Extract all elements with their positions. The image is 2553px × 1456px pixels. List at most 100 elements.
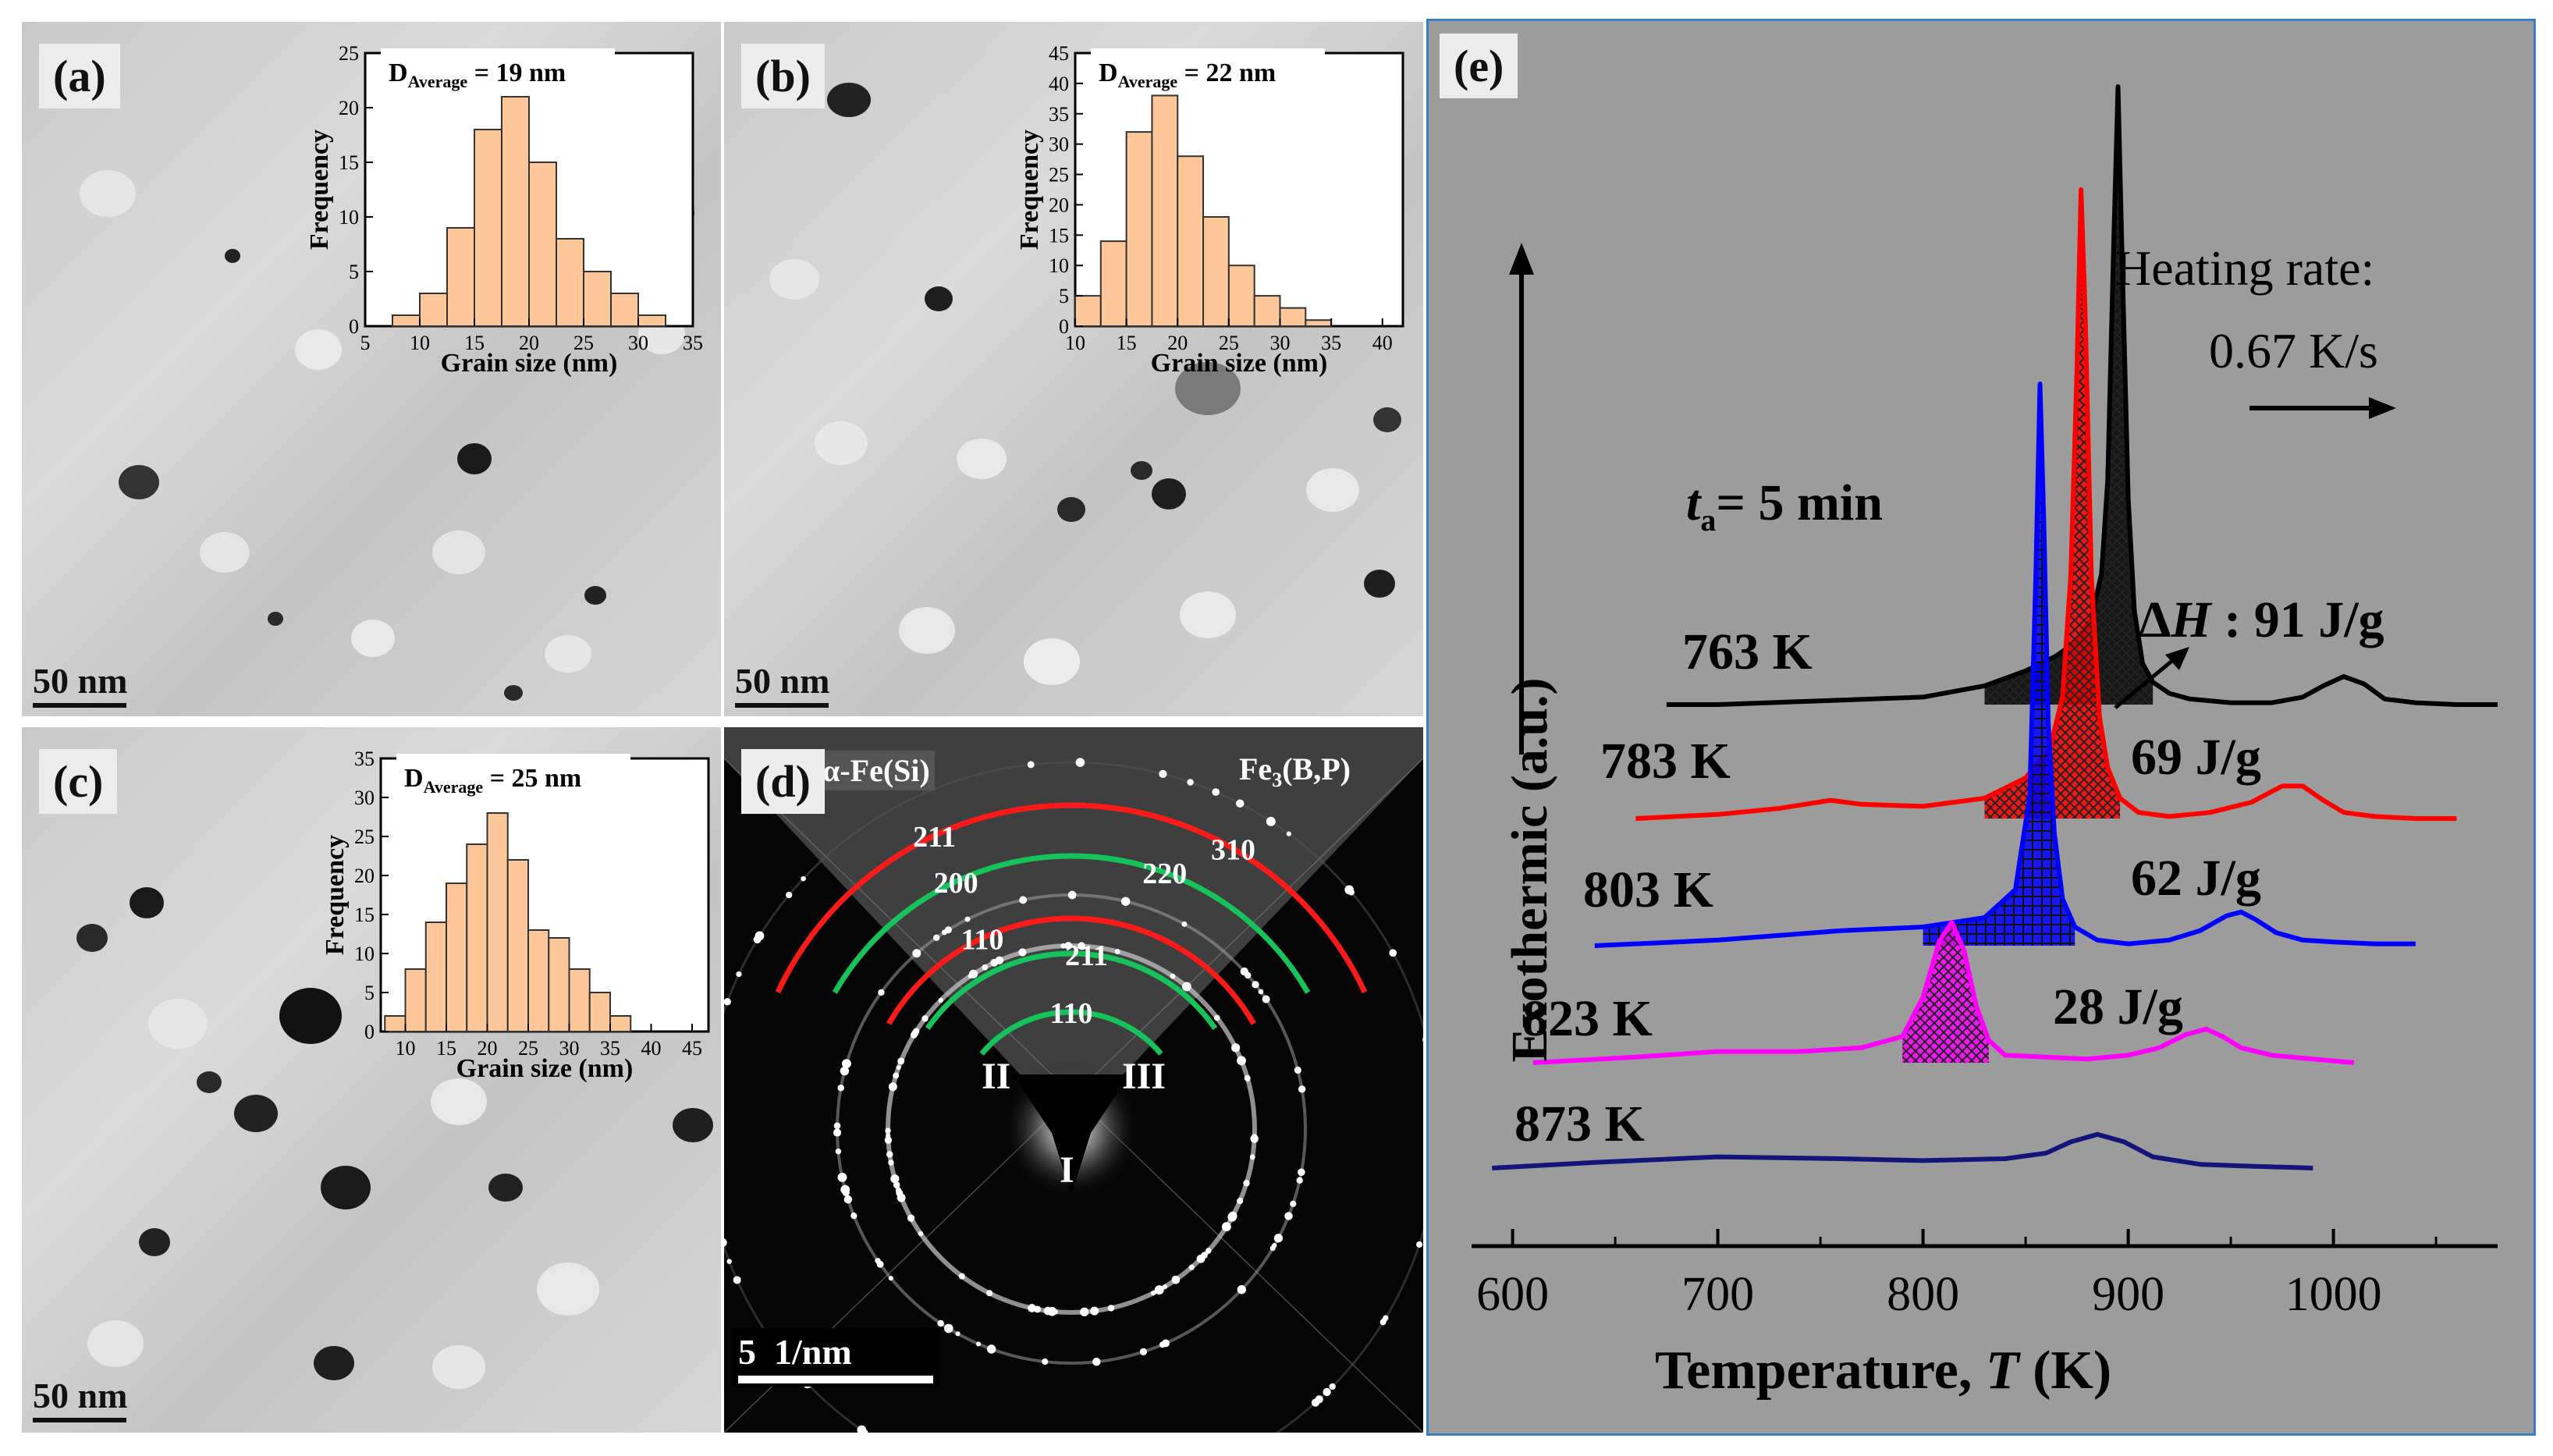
dsc-chart: 600 700 800 900 1000 763 K 783 K 69 J/g 803 K 62… bbox=[1472, 84, 2498, 1321]
hist-x-tick-label: 15 bbox=[1117, 332, 1137, 354]
saed-spot bbox=[1249, 1154, 1255, 1160]
saed-spot bbox=[1205, 1248, 1212, 1254]
saed-wedge bbox=[724, 727, 1423, 1129]
hist-bar bbox=[1099, 240, 1127, 327]
saed-spot bbox=[833, 1122, 841, 1130]
panel-d-diffraction: 211 310 200 220 110 211 110 (d) α-Fe(Si) Fe3(B… bbox=[724, 727, 1423, 1433]
saed-spot bbox=[736, 971, 742, 978]
saed-spot bbox=[1214, 1014, 1220, 1021]
saed-spot bbox=[1182, 982, 1191, 992]
saed-spot bbox=[1284, 1212, 1293, 1220]
hist-x-tick-label: 40 bbox=[1372, 332, 1393, 354]
hist-bar bbox=[556, 238, 584, 327]
saed-spot bbox=[897, 1193, 906, 1202]
hist-y-tick-label: 45 bbox=[1049, 42, 1069, 65]
dsc-curve bbox=[1532, 920, 2355, 1065]
hist-bar bbox=[404, 968, 427, 1032]
hist-y-tick-label: 30 bbox=[1049, 133, 1069, 156]
hist-x-tick-label: 25 bbox=[573, 332, 594, 354]
saed-spot bbox=[1047, 1306, 1057, 1316]
hist-y-tick-label: 15 bbox=[339, 151, 359, 174]
beam-stop bbox=[1013, 1074, 1130, 1195]
hist-title: DAverage = 19 nm bbox=[389, 59, 566, 91]
saed-pattern: 211 310 200 220 110 211 110 bbox=[724, 727, 1423, 1433]
saed-spot bbox=[1162, 1339, 1170, 1348]
saed-spot bbox=[911, 1029, 919, 1037]
panel-b-tem-image: (b) 10 15 20 25 30 35 40 0 5 10 15 20 25 30 35 40 45 Grai… bbox=[724, 22, 1423, 716]
saed-spot bbox=[1228, 1216, 1234, 1222]
hist-y-tick-label: 35 bbox=[354, 748, 375, 770]
saed-spot bbox=[1139, 1348, 1148, 1355]
saed-spot bbox=[938, 997, 944, 1003]
hist-bar bbox=[506, 859, 529, 1032]
hist-y-tick-label: 40 bbox=[1049, 73, 1069, 95]
hist-x-tick-label: 30 bbox=[628, 332, 648, 354]
dh-delta: Δ bbox=[2139, 591, 2171, 648]
heating-rate-value: 0.67 K/s bbox=[2209, 323, 2378, 378]
saed-spot bbox=[1042, 1358, 1049, 1365]
saed-ring-label: 310 bbox=[1211, 834, 1255, 867]
hist-bar bbox=[637, 314, 666, 327]
saed-spot bbox=[893, 1072, 900, 1079]
panel-label-c: (c) bbox=[39, 749, 118, 814]
region-label-ii: II bbox=[982, 1056, 1011, 1097]
saed-spot bbox=[1389, 949, 1397, 957]
hist-bar bbox=[528, 162, 557, 327]
saed-spot bbox=[1060, 943, 1067, 949]
saed-ring-label: 211 bbox=[913, 821, 956, 854]
hist-x-tick-label: 35 bbox=[683, 332, 703, 354]
dsc-enthalpy-label: 69 J/g bbox=[2131, 729, 2261, 786]
saed-spot bbox=[835, 1148, 842, 1155]
saed-spot bbox=[918, 1230, 924, 1237]
saed-spot bbox=[1323, 1387, 1331, 1397]
x-axis-title: Temperature, T (K) bbox=[1655, 1340, 2111, 1402]
hist-bar bbox=[1125, 131, 1153, 327]
hist-bar bbox=[446, 227, 475, 327]
scale-bar-text: 5 1/nm bbox=[738, 1332, 852, 1372]
hist-y-label: Frequency bbox=[1015, 130, 1044, 250]
saed-spot bbox=[1080, 1307, 1089, 1317]
hist-bar bbox=[610, 293, 639, 327]
hist-y-tick-label: 20 bbox=[339, 97, 359, 119]
saed-ring-arc bbox=[775, 802, 1368, 994]
hist-y-tick-label: 15 bbox=[354, 904, 375, 926]
hist-y-tick-label: 20 bbox=[354, 865, 375, 887]
hist-x-tick-label: 40 bbox=[641, 1037, 662, 1060]
saed-spot bbox=[941, 929, 947, 936]
saed-spot bbox=[1329, 1383, 1336, 1390]
saed-spot bbox=[884, 1136, 893, 1144]
saed-spot bbox=[1416, 1241, 1423, 1248]
saed-spot bbox=[801, 875, 806, 882]
saed-spot bbox=[921, 1015, 929, 1022]
hist-x-label: Grain size (nm) bbox=[1151, 349, 1328, 378]
panel-c-tem-image: (c) 10 15 20 25 30 35 40 45 0 5 10 15 20 25 30 35 Grain … bbox=[22, 727, 721, 1433]
scale-bar-line bbox=[33, 703, 126, 708]
saed-spot bbox=[1258, 989, 1264, 995]
hist-bar bbox=[1151, 94, 1179, 327]
hist-bar bbox=[548, 937, 570, 1032]
saed-spot bbox=[1163, 1284, 1168, 1289]
phase-fe-tail: (B,P) bbox=[1282, 751, 1351, 787]
saed-spot bbox=[1237, 1198, 1244, 1205]
saed-spot bbox=[1296, 1177, 1303, 1184]
saed-spot bbox=[1018, 948, 1027, 957]
saed-spot bbox=[857, 1425, 867, 1433]
saed-spot bbox=[837, 1084, 844, 1092]
saed-spot bbox=[964, 916, 971, 922]
hist-x-tick-label: 15 bbox=[436, 1037, 456, 1060]
hist-x-tick-label: 35 bbox=[1321, 332, 1341, 354]
hist-y-tick-label: 15 bbox=[1049, 224, 1069, 247]
hist-y-tick-label: 0 bbox=[364, 1021, 375, 1043]
hist-bar bbox=[568, 968, 591, 1032]
hist-bar bbox=[1279, 307, 1307, 327]
hist-title-box bbox=[396, 754, 630, 797]
dh-symbol: H bbox=[2171, 591, 2211, 648]
anneal-time-label: ta= 5 min bbox=[1686, 474, 1883, 538]
dsc-curve bbox=[1594, 382, 2416, 948]
dsc-peak-hatch bbox=[1902, 922, 1989, 1063]
dsc-series-label: 823 K bbox=[1522, 990, 1653, 1047]
saed-spot bbox=[1286, 831, 1291, 836]
hist-y-tick-label: 5 bbox=[364, 982, 375, 1004]
saed-spot bbox=[1252, 981, 1259, 989]
hist-bar bbox=[474, 129, 502, 327]
